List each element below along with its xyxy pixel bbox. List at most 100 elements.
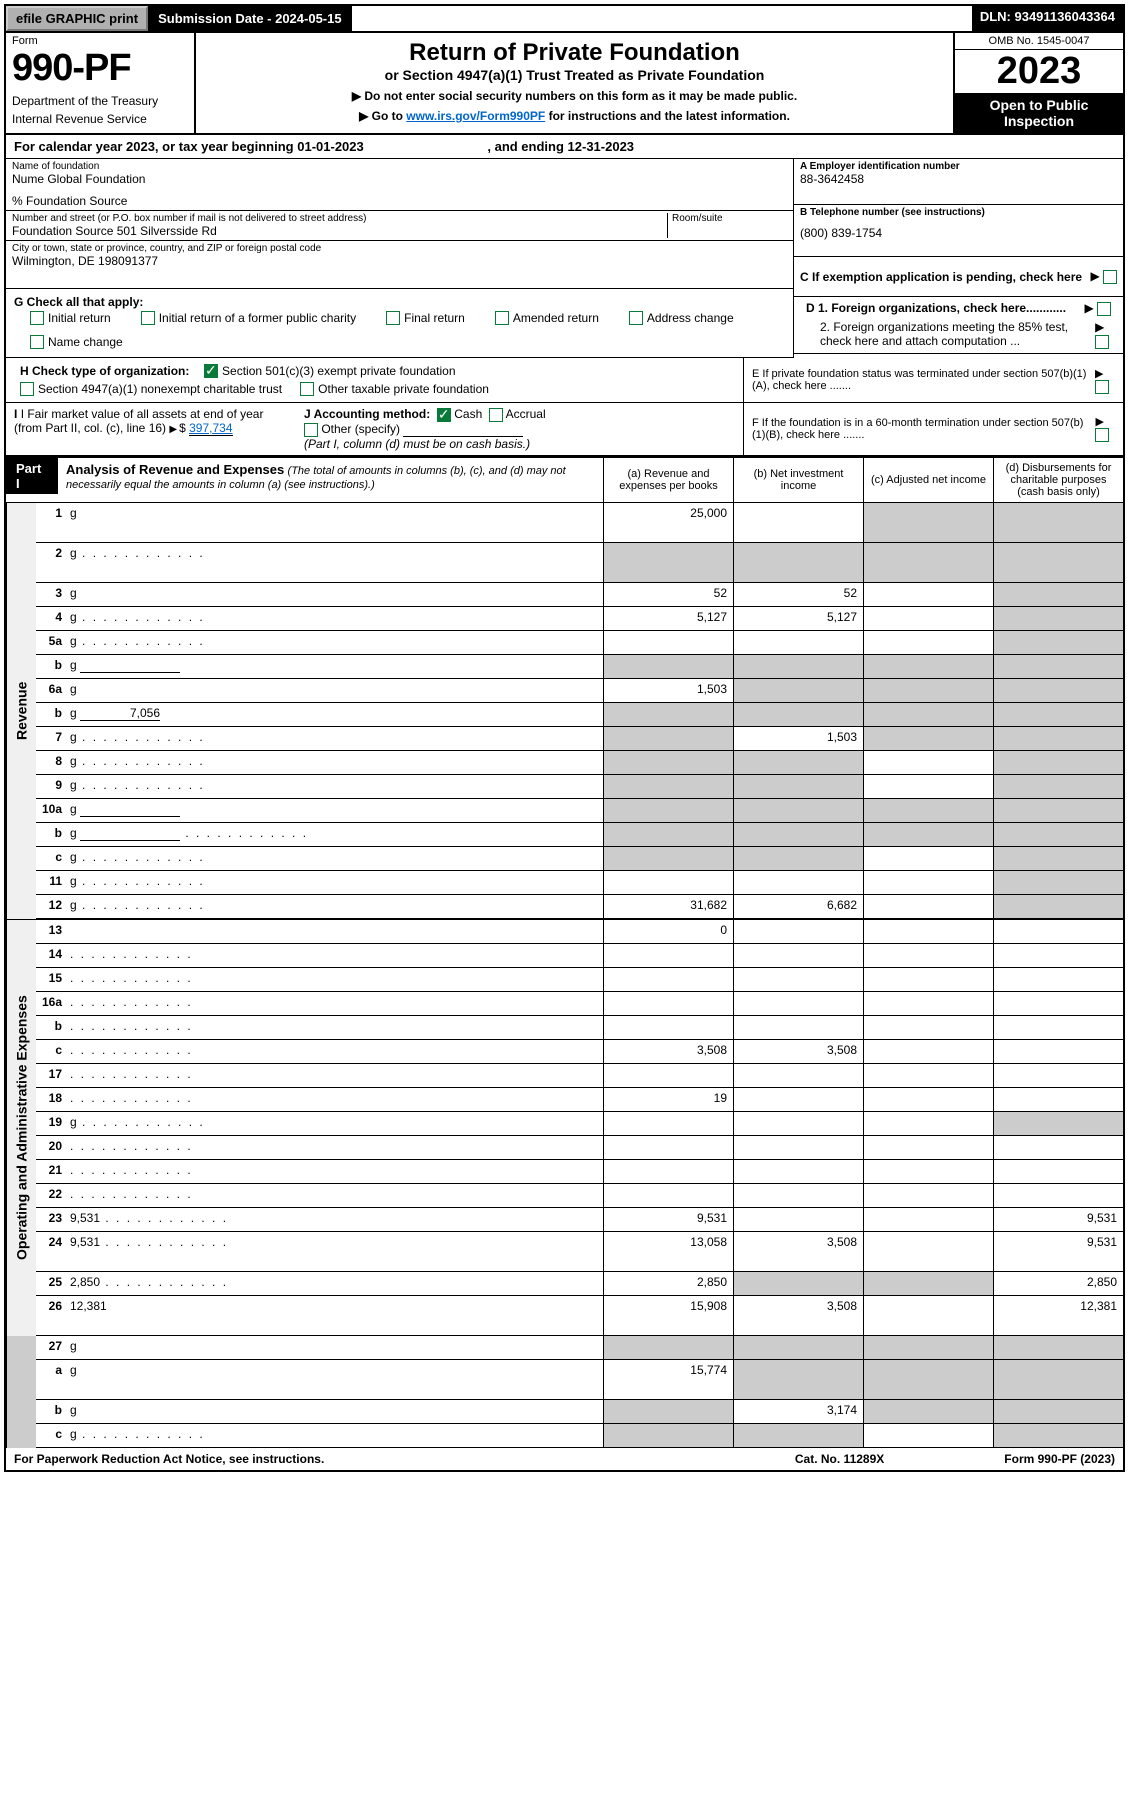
- checkbox-initial-former[interactable]: [141, 311, 155, 325]
- checkbox-d1[interactable]: [1097, 302, 1111, 316]
- checkbox-4947[interactable]: [20, 382, 34, 396]
- amount-cell: [993, 920, 1123, 943]
- line-description: g: [66, 847, 603, 870]
- table-row: 15: [36, 968, 1123, 992]
- table-row: 18 19: [36, 1088, 1123, 1112]
- amount-cell: [993, 631, 1123, 654]
- amount-cell: [733, 751, 863, 774]
- section-h: H Check type of organization: Section 50…: [6, 358, 1123, 403]
- amount-cell: [863, 503, 993, 542]
- amount-cell: [863, 679, 993, 702]
- line-description: [66, 1064, 603, 1087]
- amount-cell: 6,682: [733, 895, 863, 918]
- checkbox-name-change[interactable]: [30, 335, 44, 349]
- line-number: b: [36, 823, 66, 846]
- checkbox-other-taxable[interactable]: [300, 382, 314, 396]
- line-number: 22: [36, 1184, 66, 1207]
- line-number: 10a: [36, 799, 66, 822]
- amount-cell: [993, 503, 1123, 542]
- summary-section: 27 g a g 15,774 b g 3,174 c g: [6, 1336, 1123, 1448]
- amount-cell: [993, 583, 1123, 606]
- page-footer: For Paperwork Reduction Act Notice, see …: [6, 1448, 1123, 1470]
- amount-cell: [733, 1160, 863, 1183]
- amount-cell: [993, 1424, 1123, 1447]
- note-ssn: ▶ Do not enter social security numbers o…: [206, 89, 943, 103]
- irs-link[interactable]: www.irs.gov/Form990PF: [406, 109, 545, 123]
- line-number: 17: [36, 1064, 66, 1087]
- line-number: 2: [36, 543, 66, 582]
- line-number: 25: [36, 1272, 66, 1295]
- amount-cell: [863, 1040, 993, 1063]
- table-row: c g: [36, 1424, 1123, 1448]
- amount-cell: [603, 992, 733, 1015]
- line-description: [66, 968, 603, 991]
- table-row: 5a g: [36, 631, 1123, 655]
- checkbox-accrual[interactable]: [489, 408, 503, 422]
- city-state-zip: Wilmington, DE 198091377: [12, 254, 787, 268]
- checkbox-addr-change[interactable]: [629, 311, 643, 325]
- part1-header: Part I Analysis of Revenue and Expenses …: [6, 456, 1123, 503]
- line-description: g: [66, 607, 603, 630]
- checkbox-initial[interactable]: [30, 311, 44, 325]
- amount-cell: [863, 1336, 993, 1359]
- checkbox-e[interactable]: [1095, 380, 1109, 394]
- line-description: g: [66, 1112, 603, 1135]
- checkbox-f[interactable]: [1095, 428, 1109, 442]
- amount-cell: [993, 1136, 1123, 1159]
- amount-cell: [863, 583, 993, 606]
- efile-print-button[interactable]: efile GRAPHIC print: [6, 6, 148, 31]
- amount-cell: [603, 1136, 733, 1159]
- amount-cell: [733, 1184, 863, 1207]
- amount-cell: [603, 703, 733, 726]
- amount-cell: [733, 1112, 863, 1135]
- amount-cell: [863, 920, 993, 943]
- table-row: b: [36, 1016, 1123, 1040]
- amount-cell: [863, 1184, 993, 1207]
- table-row: 2 g: [36, 543, 1123, 583]
- amount-cell: [993, 1064, 1123, 1087]
- checkbox-amended[interactable]: [495, 311, 509, 325]
- line-description: g: [66, 1360, 603, 1399]
- table-row: 8 g: [36, 751, 1123, 775]
- checkbox-501c3[interactable]: [204, 364, 218, 378]
- note-link: ▶ Go to www.irs.gov/Form990PF for instru…: [206, 109, 943, 123]
- amount-cell: 2,850: [993, 1272, 1123, 1295]
- checkbox-cash[interactable]: [437, 408, 451, 422]
- amount-cell: 5,127: [603, 607, 733, 630]
- checkbox-d2[interactable]: [1095, 335, 1109, 349]
- amount-cell: 52: [603, 583, 733, 606]
- amount-cell: 19: [603, 1088, 733, 1111]
- revenue-label: Revenue: [6, 503, 36, 919]
- amount-cell: [993, 799, 1123, 822]
- table-row: 10a g: [36, 799, 1123, 823]
- table-row: b g 7,056: [36, 703, 1123, 727]
- amount-cell: [863, 1208, 993, 1231]
- checkbox-c[interactable]: [1103, 270, 1117, 284]
- fmv-link[interactable]: 397,734: [189, 421, 232, 436]
- amount-cell: [993, 944, 1123, 967]
- amount-cell: [863, 1064, 993, 1087]
- amount-cell: [733, 631, 863, 654]
- line-description: 12,381: [66, 1296, 603, 1335]
- line-description: [66, 1136, 603, 1159]
- amount-cell: 3,508: [603, 1040, 733, 1063]
- table-row: 26 12,381 15,9083,50812,381: [36, 1296, 1123, 1336]
- amount-cell: [603, 871, 733, 894]
- line-number: 1: [36, 503, 66, 542]
- line-number: 8: [36, 751, 66, 774]
- line-description: g: [66, 543, 603, 582]
- checkbox-final[interactable]: [386, 311, 400, 325]
- amount-cell: [603, 847, 733, 870]
- amount-cell: 3,508: [733, 1040, 863, 1063]
- table-row: 11 g: [36, 871, 1123, 895]
- amount-cell: [863, 703, 993, 726]
- amount-cell: [993, 1112, 1123, 1135]
- amount-cell: 25,000: [603, 503, 733, 542]
- line-number: 18: [36, 1088, 66, 1111]
- line-description: g: [66, 751, 603, 774]
- line-description: [66, 1040, 603, 1063]
- city-label: City or town, state or province, country…: [12, 243, 787, 254]
- table-row: 4 g 5,1275,127: [36, 607, 1123, 631]
- table-row: 6a g 1,503: [36, 679, 1123, 703]
- checkbox-other-method[interactable]: [304, 423, 318, 437]
